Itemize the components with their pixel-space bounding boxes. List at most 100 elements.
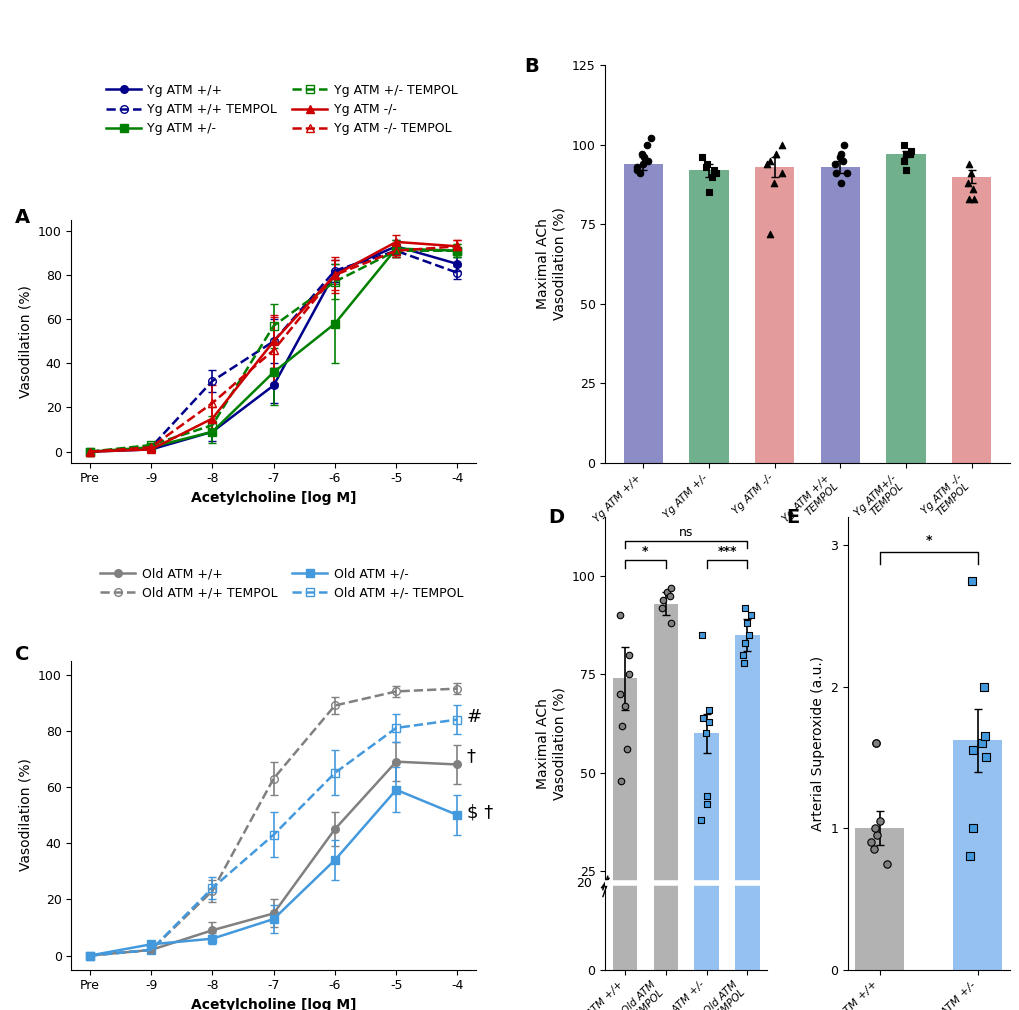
Point xyxy=(830,149,847,166)
Point xyxy=(960,191,976,207)
Y-axis label: Maximal ACh
Vasodilation (%): Maximal ACh Vasodilation (%) xyxy=(535,687,566,800)
Point xyxy=(638,136,654,153)
Point xyxy=(737,635,753,651)
Point xyxy=(698,796,714,812)
Point xyxy=(693,812,709,828)
Text: D: D xyxy=(548,508,565,527)
Point xyxy=(959,175,975,191)
Text: *: * xyxy=(925,533,931,546)
Bar xyxy=(653,604,678,970)
Point xyxy=(832,146,848,163)
Point xyxy=(628,159,644,175)
Point xyxy=(973,735,989,751)
Point xyxy=(868,827,884,843)
Point xyxy=(703,169,719,185)
Point xyxy=(706,166,722,182)
Point xyxy=(660,588,677,604)
Point xyxy=(635,156,651,172)
Point xyxy=(962,166,978,182)
Point xyxy=(964,742,980,759)
Y-axis label: Maximal ACh
Vasodilation (%): Maximal ACh Vasodilation (%) xyxy=(535,208,566,320)
Text: A: A xyxy=(14,208,30,226)
Point xyxy=(772,166,789,182)
Point xyxy=(616,698,633,714)
Point xyxy=(698,789,714,805)
Point xyxy=(977,749,994,766)
Point xyxy=(877,855,894,872)
Point xyxy=(621,667,637,683)
Point xyxy=(961,848,977,865)
Point xyxy=(642,130,658,146)
Bar xyxy=(886,155,925,463)
Point xyxy=(758,156,774,172)
Bar xyxy=(820,167,859,463)
Point xyxy=(833,175,849,191)
Point xyxy=(975,679,991,695)
Legend: Yg ATM +/+, Yg ATM +/+ TEMPOL, Yg ATM +/-, Yg ATM +/- TEMPOL, Yg ATM -/-, Yg ATM: Yg ATM +/+, Yg ATM +/+ TEMPOL, Yg ATM +/… xyxy=(101,79,462,140)
Y-axis label: Arterial Superoxide (a.u.): Arterial Superoxide (a.u.) xyxy=(810,655,824,831)
Point xyxy=(634,146,650,163)
Point xyxy=(701,702,717,718)
Text: C: C xyxy=(14,645,30,664)
Point xyxy=(964,181,980,197)
Point xyxy=(739,615,755,631)
Point xyxy=(864,841,880,857)
Text: E: E xyxy=(786,508,799,527)
Point xyxy=(705,163,721,179)
Point xyxy=(901,146,917,163)
Point xyxy=(653,600,669,616)
Point xyxy=(621,646,637,663)
Text: †: † xyxy=(467,747,475,765)
Bar xyxy=(689,171,728,463)
Point xyxy=(964,820,980,836)
Bar xyxy=(612,679,637,970)
Point xyxy=(658,584,675,600)
Bar xyxy=(951,177,990,463)
Text: $ †: $ † xyxy=(467,803,492,821)
Legend: Old ATM +/+, Old ATM +/+ TEMPOL, Old ATM +/-, Old ATM +/- TEMPOL: Old ATM +/+, Old ATM +/+ TEMPOL, Old ATM… xyxy=(96,563,468,604)
Point xyxy=(835,153,851,169)
Point xyxy=(611,686,628,702)
Bar xyxy=(855,828,904,970)
Point xyxy=(654,592,671,608)
Point xyxy=(611,607,628,623)
Point xyxy=(836,136,852,153)
Point xyxy=(895,153,911,169)
Point xyxy=(735,654,751,671)
Point xyxy=(897,146,913,163)
Text: B: B xyxy=(524,58,539,77)
Text: ns: ns xyxy=(679,525,693,538)
Point xyxy=(661,615,678,631)
Point xyxy=(976,728,993,744)
Point xyxy=(742,607,758,623)
Point xyxy=(612,773,629,789)
Point xyxy=(635,149,651,166)
Point xyxy=(765,175,782,191)
Point xyxy=(895,136,911,153)
X-axis label: Acetylcholine [log M]: Acetylcholine [log M] xyxy=(191,998,356,1010)
Text: 20: 20 xyxy=(576,877,592,890)
Point xyxy=(628,163,644,179)
Bar xyxy=(694,733,718,970)
Point xyxy=(767,146,784,163)
Point xyxy=(963,573,979,589)
Point xyxy=(700,185,716,201)
Bar xyxy=(953,740,1002,970)
Point xyxy=(871,813,888,829)
Point xyxy=(838,166,854,182)
Point xyxy=(613,717,630,733)
Point xyxy=(661,580,678,596)
Bar xyxy=(754,167,794,463)
Point xyxy=(631,166,647,182)
Point xyxy=(862,834,878,850)
Bar xyxy=(735,635,759,970)
Point xyxy=(866,820,882,836)
Point xyxy=(698,725,714,741)
Point xyxy=(960,156,976,172)
Point xyxy=(741,627,757,643)
Point xyxy=(735,646,751,663)
Point xyxy=(639,153,655,169)
Text: *: * xyxy=(642,545,648,559)
Point xyxy=(619,741,635,758)
Point xyxy=(826,166,843,182)
